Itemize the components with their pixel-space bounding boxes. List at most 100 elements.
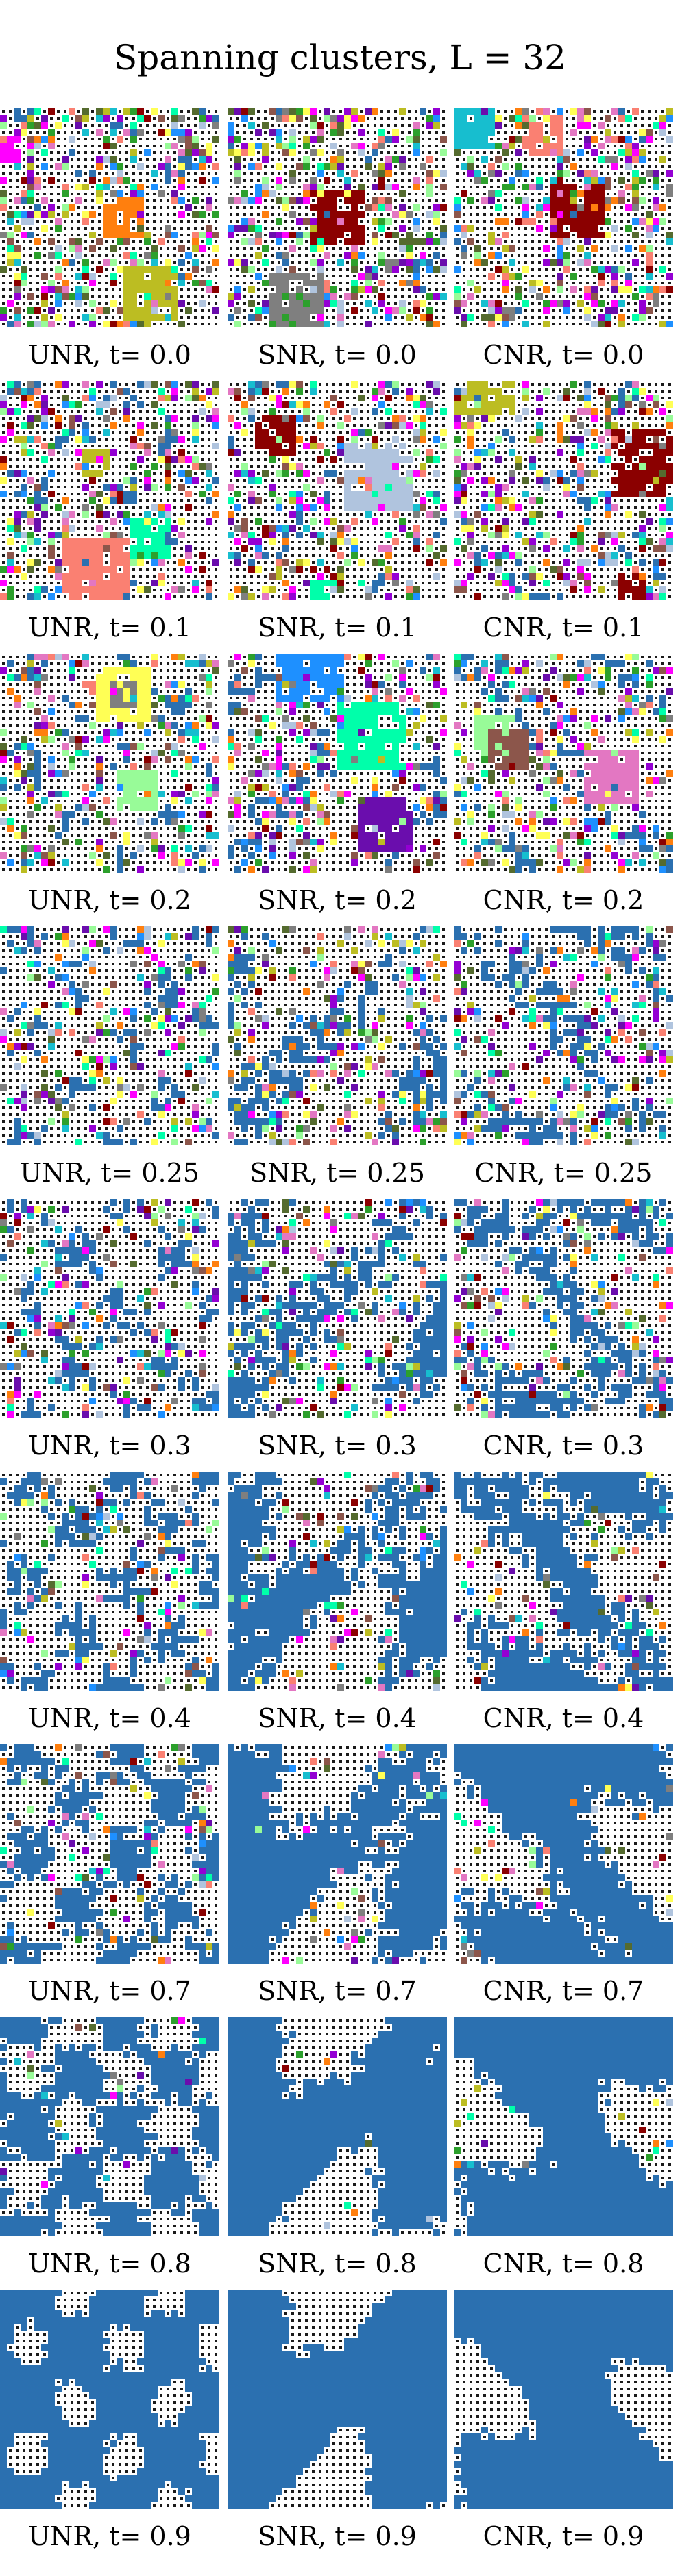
panel-caption: UNR, t= 0.0: [0, 338, 223, 371]
lattice-sites: [0, 1472, 219, 1691]
lattice-sites: [454, 1199, 673, 1418]
lattice-sites: [0, 1744, 219, 1964]
panel-caption: SNR, t= 0.1: [223, 611, 451, 644]
panel-caption: SNR, t= 0.4: [223, 1702, 451, 1735]
lattice-panel-snr-7: [228, 2017, 447, 2236]
lattice-svg: [228, 2290, 447, 2509]
panel-caption: UNR, t= 0.8: [0, 2247, 223, 2280]
panel-caption: UNR, t= 0.25: [0, 1156, 223, 1189]
lattice-panel-cnr-5: [454, 1472, 673, 1691]
panel-caption: UNR, t= 0.3: [0, 1429, 223, 1462]
lattice-svg: [454, 1199, 673, 1418]
lattice-svg: [454, 654, 673, 873]
figure-title: Spanning clusters, L = 32: [0, 36, 680, 79]
lattice-svg: [0, 1744, 219, 1964]
panel-caption: CNR, t= 0.9: [450, 2520, 677, 2553]
panel-caption: CNR, t= 0.1: [450, 611, 677, 644]
lattice-svg: [228, 1744, 447, 1964]
lattice-svg: [454, 1472, 673, 1691]
lattice-panel-cnr-3: [454, 926, 673, 1145]
lattice-sites: [0, 926, 219, 1145]
lattice-svg: [228, 1199, 447, 1418]
panel-caption: UNR, t= 0.2: [0, 884, 223, 917]
lattice-panel-unr-0: [0, 108, 219, 327]
lattice-svg: [0, 2290, 219, 2509]
lattice-svg: [0, 926, 219, 1145]
lattice-svg: [454, 381, 673, 600]
panel-caption: UNR, t= 0.9: [0, 2520, 223, 2553]
lattice-sites: [228, 1199, 447, 1418]
lattice-panel-snr-6: [228, 1744, 447, 1964]
lattice-sites: [454, 926, 673, 1145]
lattice-svg: [454, 2017, 673, 2236]
panel-caption: SNR, t= 0.9: [223, 2520, 451, 2553]
lattice-svg: [228, 381, 447, 600]
lattice-svg: [228, 926, 447, 1145]
lattice-svg: [454, 2290, 673, 2509]
panel-caption: SNR, t= 0.0: [223, 338, 451, 371]
panel-caption: SNR, t= 0.2: [223, 884, 451, 917]
lattice-panel-snr-1: [228, 381, 447, 600]
lattice-sites: [228, 1472, 447, 1691]
lattice-svg: [0, 2017, 219, 2236]
lattice-panel-snr-4: [228, 1199, 447, 1418]
lattice-panel-cnr-7: [454, 2017, 673, 2236]
panel-caption: SNR, t= 0.8: [223, 2247, 451, 2280]
lattice-svg: [454, 926, 673, 1145]
lattice-panel-unr-7: [0, 2017, 219, 2236]
lattice-sites: [0, 381, 219, 600]
panel-caption: CNR, t= 0.3: [450, 1429, 677, 1462]
lattice-panel-unr-4: [0, 1199, 219, 1418]
lattice-sites: [228, 926, 447, 1145]
lattice-panel-cnr-1: [454, 381, 673, 600]
lattice-svg: [228, 108, 447, 327]
lattice-sites: [454, 654, 673, 873]
lattice-svg: [0, 1199, 219, 1418]
lattice-svg: [0, 654, 219, 873]
lattice-svg: [0, 108, 219, 327]
lattice-panel-snr-3: [228, 926, 447, 1145]
lattice-sites: [454, 1744, 673, 1964]
panel-caption: UNR, t= 0.7: [0, 1974, 223, 2007]
lattice-panel-cnr-4: [454, 1199, 673, 1418]
lattice-panel-snr-8: [228, 2290, 447, 2509]
panel-caption: CNR, t= 0.25: [450, 1156, 677, 1189]
panel-caption: UNR, t= 0.4: [0, 1702, 223, 1735]
lattice-svg: [454, 1744, 673, 1964]
lattice-sites: [228, 654, 447, 873]
lattice-svg: [228, 1472, 447, 1691]
lattice-sites: [228, 1744, 447, 1964]
lattice-svg: [454, 108, 673, 327]
lattice-sites: [0, 654, 219, 873]
lattice-sites: [228, 108, 447, 327]
lattice-sites: [454, 108, 673, 327]
lattice-panel-snr-5: [228, 1472, 447, 1691]
panel-caption: CNR, t= 0.4: [450, 1702, 677, 1735]
lattice-panel-unr-8: [0, 2290, 219, 2509]
lattice-sites: [0, 1199, 219, 1418]
lattice-sites: [454, 2017, 673, 2236]
lattice-sites: [0, 2290, 219, 2509]
lattice-panel-cnr-2: [454, 654, 673, 873]
panel-caption: CNR, t= 0.8: [450, 2247, 677, 2280]
panel-caption: SNR, t= 0.3: [223, 1429, 451, 1462]
panel-caption: UNR, t= 0.1: [0, 611, 223, 644]
lattice-panel-unr-6: [0, 1744, 219, 1964]
lattice-panel-cnr-6: [454, 1744, 673, 1964]
lattice-panel-cnr-0: [454, 108, 673, 327]
lattice-panel-snr-0: [228, 108, 447, 327]
panel-caption: SNR, t= 0.25: [223, 1156, 451, 1189]
lattice-svg: [228, 2017, 447, 2236]
lattice-panel-cnr-8: [454, 2290, 673, 2509]
lattice-sites: [454, 1472, 673, 1691]
lattice-svg: [0, 1472, 219, 1691]
lattice-panel-unr-5: [0, 1472, 219, 1691]
panel-caption: CNR, t= 0.2: [450, 884, 677, 917]
lattice-sites: [228, 2017, 447, 2236]
lattice-panel-unr-2: [0, 654, 219, 873]
lattice-sites: [0, 108, 219, 327]
lattice-sites: [228, 2290, 447, 2509]
lattice-svg: [228, 654, 447, 873]
lattice-sites: [454, 381, 673, 600]
lattice-svg: [0, 381, 219, 600]
